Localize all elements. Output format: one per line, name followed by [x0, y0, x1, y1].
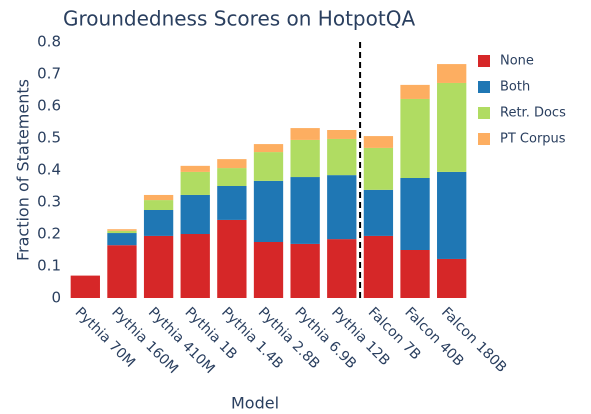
bar-segment — [363, 147, 394, 190]
bar-segment — [437, 171, 467, 259]
y-tick-label: 0.2 — [37, 225, 61, 243]
legend-label: None — [500, 54, 534, 69]
legend-swatch — [478, 133, 490, 145]
bar-segment — [107, 229, 137, 231]
bar-segment — [327, 138, 357, 176]
bar-segment — [217, 219, 247, 298]
bar-segment — [290, 128, 320, 140]
bar-segment — [217, 186, 247, 220]
bar-segment — [253, 152, 284, 181]
bar-segment — [180, 194, 210, 234]
y-tick-label: 0.7 — [37, 65, 61, 83]
bar-segment — [363, 136, 394, 148]
legend-label: Both — [500, 80, 530, 95]
y-tick-label: 0.3 — [37, 193, 61, 211]
bar-segment — [143, 235, 174, 298]
legend-swatch — [478, 107, 490, 119]
y-tick-label: 0 — [51, 289, 61, 307]
bar-segment — [363, 235, 394, 298]
y-tick-label: 0.5 — [37, 129, 61, 147]
x-axis-label: Model — [231, 394, 279, 413]
bar-segment — [290, 243, 320, 298]
bar-segment — [180, 165, 210, 172]
bar-segment — [437, 64, 467, 83]
bar-segment — [327, 130, 357, 139]
chart-title: Groundedness Scores on HotpotQA — [63, 7, 415, 31]
bar-segment — [253, 144, 284, 153]
bar-segment — [400, 250, 430, 298]
y-tick-label: 0.1 — [37, 257, 61, 275]
y-tick-label: 0.4 — [37, 161, 61, 179]
bar-segment — [143, 200, 174, 210]
legend-label: Retr. Docs — [500, 106, 566, 121]
bar-segment — [437, 82, 467, 172]
bar-segment — [253, 180, 284, 242]
bar-segment — [290, 139, 320, 178]
legend-swatch — [478, 81, 490, 93]
bar-segment — [400, 84, 430, 99]
bar-segment — [327, 239, 357, 298]
bar-segment — [180, 171, 210, 195]
y-tick-label: 0.6 — [37, 97, 61, 115]
bar-segment — [437, 258, 467, 298]
bar-segment — [363, 189, 394, 236]
bar-segment — [217, 168, 247, 186]
bar-segment — [400, 98, 430, 178]
bar-segment — [180, 234, 210, 298]
bar-segment — [107, 233, 137, 246]
legend-label: PT Corpus — [500, 132, 566, 147]
y-tick-label: 0.8 — [37, 33, 61, 51]
y-axis-label: Fraction of Statements — [14, 79, 33, 261]
bar-segment — [290, 177, 320, 244]
bar-segment — [253, 242, 284, 298]
bar-segment — [143, 210, 174, 236]
bar-segment — [70, 275, 100, 298]
bar-segment — [327, 175, 357, 240]
bar-segment — [143, 194, 174, 201]
bar-segment — [107, 245, 137, 298]
bar-segment — [400, 178, 430, 250]
legend-swatch — [478, 55, 490, 67]
bar-segment — [217, 159, 247, 169]
bar-segment — [107, 230, 137, 234]
